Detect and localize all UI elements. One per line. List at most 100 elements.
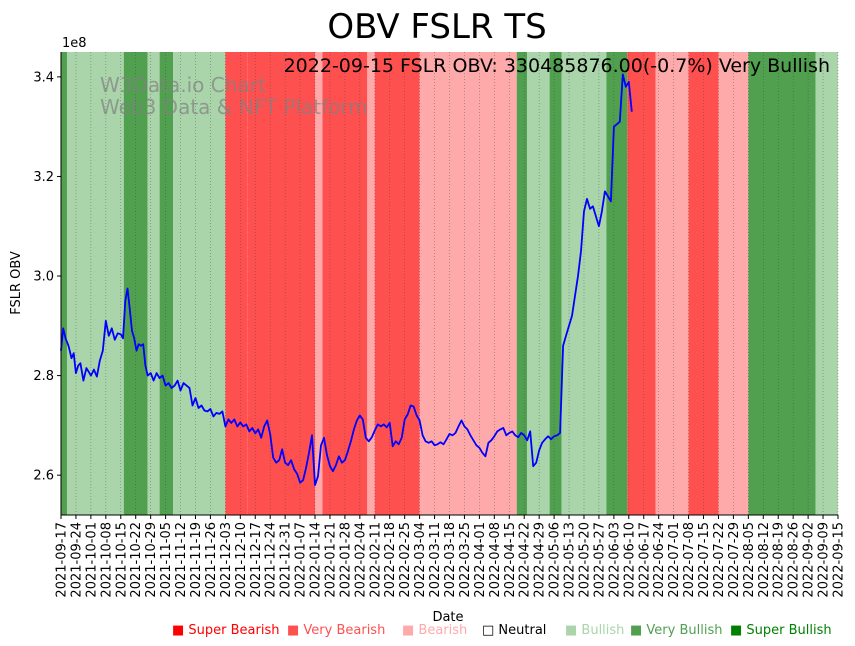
x-tick-label: 2022-01-28 [338,522,353,598]
x-tick-label: 2022-09-09 [817,522,832,598]
band-bullish [815,52,838,515]
obv-line [60,73,633,487]
band-bearish [367,52,375,515]
x-tick-label: 2022-04-29 [533,522,548,598]
x-tick-label: 2021-12-03 [219,522,234,598]
x-tick-label: 2022-04-15 [503,522,518,598]
x-tick-label: 2022-01-21 [323,522,338,598]
x-tick-label: 2021-12-17 [249,522,264,598]
sentiment-bands [61,52,838,515]
watermark-line-2: Web3 Data & NFT Platform [100,95,368,119]
x-tick-label: 2022-05-06 [548,522,563,598]
y-axis-label: FSLR OBV [9,251,24,315]
band-very-bullish [606,52,628,515]
x-tick-label: 2022-03-25 [458,522,473,598]
y-tick-label: 3.4 [33,70,54,85]
legend-item: ■ Super Bullish [730,623,832,638]
x-tick-label: 2022-02-18 [383,522,398,598]
x-tick-label: 2021-10-22 [129,522,144,598]
y-tick-label: 2.6 [33,469,54,484]
x-axis-label: Date [432,610,463,625]
x-tick-label: 2022-02-04 [353,522,368,598]
x-tick-label: 2021-10-29 [144,522,159,598]
band-very-bearish [374,52,420,515]
legend-item: ■ Very Bearish [287,623,385,638]
band-bearish [315,52,323,515]
x-tick-label: 2022-08-26 [787,522,802,598]
x-tick-label: 2022-04-08 [488,522,503,598]
x-tick-label: 2022-09-02 [802,522,817,598]
x-tick-label: 2022-03-18 [443,522,458,598]
x-tick-label: 2022-06-10 [622,522,637,598]
x-axis-ticks: 2021-09-17 2021-09-24 2021-10-01 2021-10-08… [55,515,847,598]
band-bullish [147,52,160,515]
x-tick-label: 2022-06-17 [637,522,652,598]
band-bullish [66,52,124,515]
x-tick-label: 2022-05-13 [563,522,578,598]
latest-value-annotation: 2022-09-15 FSLR OBV: 330485876.00(-0.7%)… [284,55,830,77]
x-tick-label: 2022-06-03 [607,522,622,598]
x-tick-label: 2022-02-11 [368,522,383,598]
x-tick-label: 2021-10-01 [84,522,99,598]
x-tick-label: 2022-01-07 [294,522,309,598]
x-tick-label: 2022-06-24 [652,522,667,598]
watermark: W3Data.io Chart Web3 Data & NFT Platform [100,73,368,119]
x-tick-label: 2022-08-12 [757,522,772,598]
vertical-gridlines [60,52,839,515]
legend-item: ■ Bullish [565,623,624,638]
x-tick-label: 2022-07-22 [712,522,727,598]
x-tick-label: 2022-07-15 [697,522,712,598]
x-tick-label: 2022-01-14 [309,522,324,598]
band-bearish [419,52,517,515]
x-tick-label: 2021-12-31 [279,522,294,598]
y-tick-label: 2.8 [33,369,54,384]
watermark-line-1: W3Data.io Chart [100,73,266,97]
x-tick-label: 2022-07-08 [682,522,697,598]
x-tick-label: 2022-03-11 [428,522,443,598]
band-bearish [655,52,689,515]
band-very-bullish [61,52,67,515]
band-very-bullish [516,52,528,515]
legend-item: ■ Bearish [402,623,467,638]
x-tick-label: 2022-03-04 [413,522,428,598]
band-very-bearish [247,52,316,515]
y-axis-ticks: 2.6 2.8 3.0 3.2 3.4 [33,70,61,484]
chart-title: OBV FSLR TS [327,7,546,47]
y-scale-label: 1e8 [62,36,87,51]
x-tick-label: 2021-12-24 [264,522,279,598]
x-tick-label: 2022-07-01 [667,522,682,598]
legend-item: ■ Very Bullish [630,623,722,638]
x-tick-label: 2021-11-26 [204,522,219,598]
legend-item: □ Neutral [482,623,546,638]
x-tick-label: 2021-09-24 [69,522,84,598]
x-tick-label: 2022-08-19 [772,522,787,598]
band-very-bullish [159,52,174,515]
band-bullish [188,52,226,515]
x-tick-label: 2021-10-08 [99,522,114,598]
x-tick-label: 2022-04-01 [473,522,488,598]
x-tick-label: 2021-11-05 [159,522,174,598]
legend: ■ Super Bearish ■ Very Bearish ■ Bearish □ … [172,623,832,638]
x-tick-label: 2022-05-27 [592,522,607,598]
x-tick-label: 2021-09-17 [55,522,70,598]
x-tick-label: 2022-05-20 [577,522,592,598]
x-tick-label: 2021-11-12 [174,522,189,598]
obv-series [60,73,633,487]
band-very-bullish [748,52,816,515]
band-very-bullish [549,52,562,515]
band-bullish [527,52,550,515]
x-tick-label: 2021-12-10 [234,522,249,598]
band-very-bearish [225,52,248,515]
x-tick-label: 2021-10-15 [114,522,129,598]
y-tick-label: 3.2 [33,170,54,185]
x-tick-label: 2022-09-15 [832,522,847,598]
y-tick-label: 3.0 [33,270,54,285]
x-tick-label: 2022-04-22 [518,522,533,598]
x-tick-label: 2022-02-25 [398,522,413,598]
x-tick-label: 2022-08-05 [742,522,757,598]
x-tick-label: 2022-07-29 [727,522,742,598]
legend-item: ■ Super Bearish [172,623,280,638]
band-very-bearish [627,52,656,515]
x-tick-label: 2021-11-19 [189,522,204,598]
